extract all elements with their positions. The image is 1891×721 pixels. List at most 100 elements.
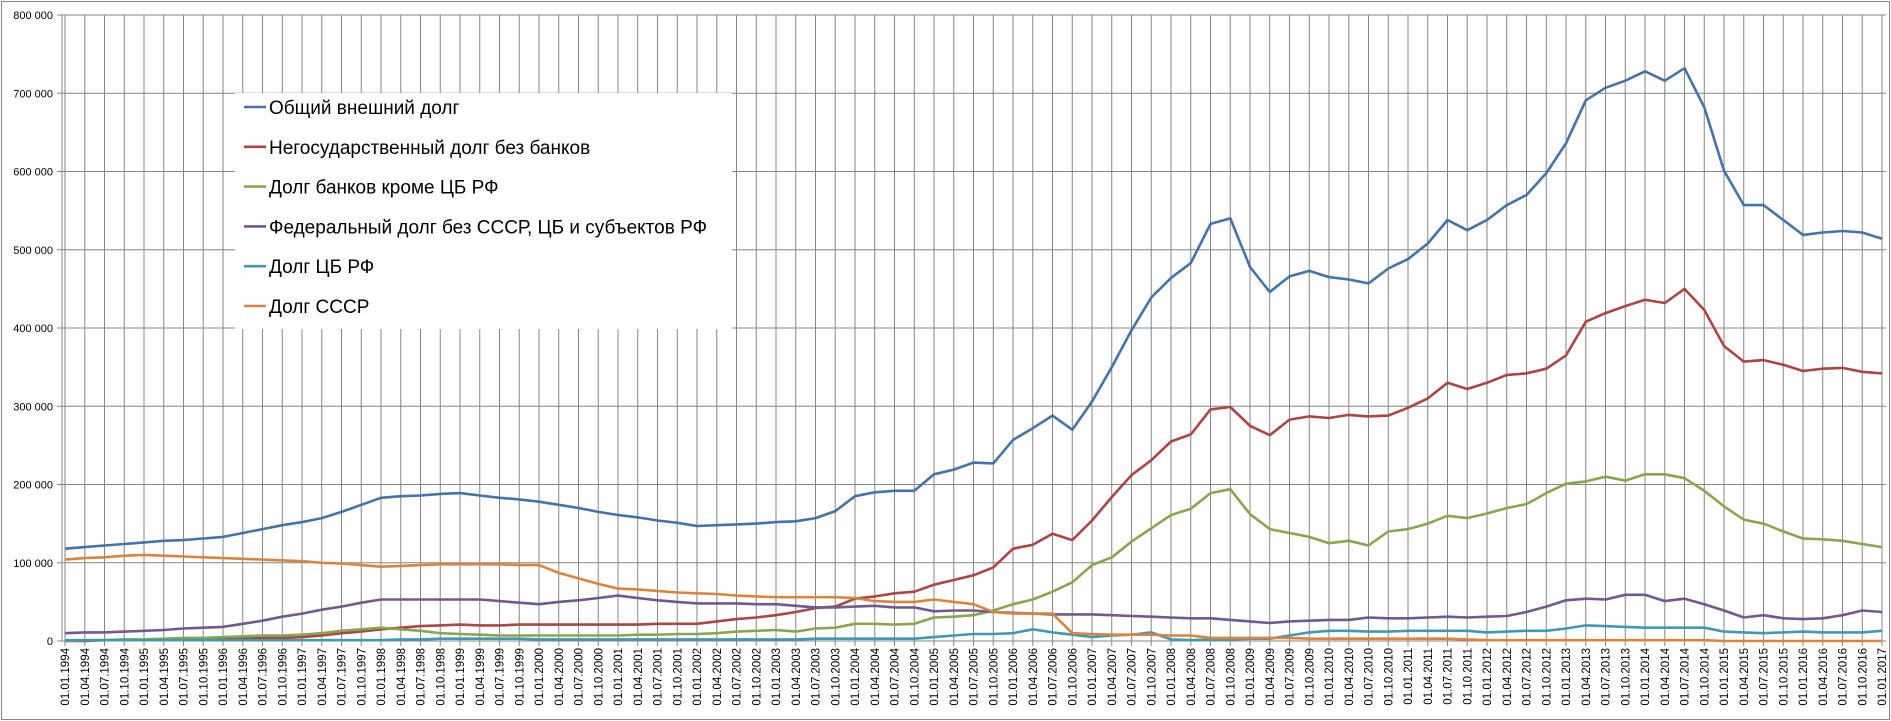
- x-tick-label: 01.07.2016: [1838, 648, 1850, 706]
- x-tick-label: 01.01.1996: [218, 648, 230, 706]
- x-tick-label: 01.07.2000: [574, 648, 586, 706]
- y-tick-label: 600 000: [13, 167, 53, 179]
- x-tick-label: 01.10.2001: [672, 648, 684, 706]
- legend-label: Негосударственный долг без банков: [269, 138, 590, 159]
- x-tick-label: 01.07.2009: [1285, 648, 1297, 706]
- x-tick-label: 01.10.2006: [1067, 648, 1079, 706]
- x-tick-label: 01.10.2004: [909, 647, 921, 705]
- x-tick-label: 01.10.1995: [198, 648, 210, 706]
- y-axis: 0 100 000 200 000 300 000 400 000 500 000 600 …: [13, 10, 63, 648]
- x-tick-label: 01.07.2006: [1048, 648, 1060, 706]
- x-tick-label: 01.04.1998: [396, 648, 408, 706]
- y-tick-label: 300 000: [13, 401, 53, 413]
- x-tick-label: 01.01.1995: [139, 648, 151, 706]
- x-tick-label: 01.04.1999: [475, 648, 487, 706]
- x-tick-label: 01.10.1997: [356, 648, 368, 706]
- x-tick-label: 01.07.2012: [1522, 648, 1534, 706]
- x-tick-label: 01.01.1997: [297, 648, 309, 706]
- series-5: [64, 553, 1883, 643]
- x-tick-label: 01.04.1994: [80, 647, 92, 705]
- legend-item: Общий внешний долг: [244, 98, 460, 119]
- x-tick-label: 01.01.2011: [1403, 648, 1415, 705]
- x-tick-label: 01.07.2003: [811, 648, 823, 706]
- series-2: [64, 472, 1883, 643]
- x-tick-label: 01.01.1994: [60, 647, 72, 705]
- y-tick-label: 200 000: [13, 480, 53, 492]
- series-4: [64, 624, 1883, 642]
- x-tick-label: 01.07.2010: [1364, 648, 1376, 706]
- x-tick-label: 01.01.2012: [1482, 648, 1494, 706]
- x-tick-label: 01.01.2006: [1008, 648, 1020, 706]
- x-tick-label: 01.10.1994: [119, 647, 131, 705]
- y-tick-label: 100 000: [13, 558, 53, 570]
- x-tick-label: 01.01.2003: [771, 648, 783, 706]
- x-tick-label: 01.01.2015: [1719, 648, 1731, 706]
- x-tick-label: 01.04.2010: [1344, 648, 1356, 706]
- x-tick-label: 01.04.2006: [1028, 648, 1040, 706]
- x-tick-label: 01.04.2007: [1107, 648, 1119, 706]
- series-line: [65, 624, 1883, 642]
- x-tick-label: 01.01.2010: [1324, 648, 1336, 706]
- x-tick-label: 01.04.1995: [159, 648, 171, 706]
- legend-label: Долг банков кроме ЦБ РФ: [269, 178, 499, 199]
- x-tick-label: 01.07.2014: [1680, 647, 1692, 705]
- x-tick-label: 01.01.2016: [1798, 648, 1810, 706]
- legend-item: Негосударственный долг без банков: [244, 138, 590, 159]
- x-tick-label: 01.04.2009: [1265, 648, 1277, 706]
- x-tick-label: 01.04.2011: [1423, 648, 1435, 705]
- x-tick-label: 01.07.2008: [1206, 648, 1218, 706]
- x-tick-label: 01.07.1995: [179, 648, 191, 706]
- y-tick-label: 500 000: [13, 245, 53, 257]
- x-tick-label: 01.07.2011: [1443, 648, 1455, 705]
- x-tick-label: 01.04.1996: [238, 648, 250, 706]
- x-tick-label: 01.07.1999: [495, 648, 507, 706]
- x-tick-label: 01.10.2009: [1304, 648, 1316, 706]
- x-tick-label: 01.04.2014: [1660, 647, 1672, 705]
- x-tick-label: 01.10.2003: [830, 648, 842, 706]
- x-tick-label: 01.01.2000: [534, 648, 546, 706]
- x-tick-label: 01.01.2004: [850, 647, 862, 705]
- series-line: [64, 553, 1882, 643]
- x-tick-label: 01.10.2011: [1462, 648, 1474, 705]
- x-tick-label: 01.10.2007: [1146, 648, 1158, 706]
- legend-item: Федеральный долг без СССР, ЦБ и субъекто…: [244, 217, 707, 238]
- series-line: [64, 472, 1883, 643]
- series-line: [64, 593, 1883, 635]
- x-tick-label: 01.01.2013: [1561, 648, 1573, 706]
- x-tick-label: 01.07.2005: [969, 648, 981, 706]
- legend-label: Долг СССР: [269, 297, 369, 318]
- x-tick-label: 01.07.2007: [1127, 648, 1139, 706]
- x-tick-label: 01.10.2002: [751, 648, 763, 706]
- x-tick-label: 01.01.2008: [1166, 648, 1178, 706]
- x-tick-label: 01.04.2004: [870, 647, 882, 705]
- x-tick-label: 01.01.2017: [1877, 648, 1889, 706]
- x-tick-label: 01.07.2001: [653, 648, 665, 706]
- series-line: [64, 66, 1883, 550]
- x-tick-label: 01.10.1999: [514, 648, 526, 706]
- x-tick-label: 01.04.2001: [633, 648, 645, 706]
- y-tick-label: 800 000: [13, 10, 53, 22]
- x-tick-label: 01.10.2015: [1778, 648, 1790, 706]
- legend-item: Долг СССР: [244, 297, 369, 318]
- x-tick-label: 01.04.2015: [1739, 648, 1751, 706]
- x-tick-label: 01.01.2014: [1640, 647, 1652, 705]
- x-tick-label: 01.07.1996: [258, 648, 270, 706]
- x-tick-label: 01.01.1999: [455, 648, 467, 706]
- x-tick-label: 01.04.2013: [1581, 648, 1593, 706]
- x-tick-label: 01.07.2004: [890, 647, 902, 705]
- x-tick-label: 01.01.1998: [376, 648, 388, 706]
- x-tick-label: 01.07.1998: [416, 648, 428, 706]
- x-tick-label: 01.10.2012: [1541, 648, 1553, 706]
- x-tick-label: 01.01.2002: [692, 648, 704, 706]
- x-tick-label: 01.04.2012: [1502, 648, 1514, 706]
- series-line: [65, 287, 1883, 643]
- x-tick-label: 01.01.2001: [613, 648, 625, 706]
- x-tick-label: 01.10.1996: [277, 648, 289, 706]
- legend-label: Долг ЦБ РФ: [269, 257, 374, 278]
- x-tick-label: 01.04.2002: [712, 648, 724, 706]
- x-axis: 01.01.1994 01.04.1994 01.07.1994 01.10.1994…: [60, 647, 1889, 705]
- x-tick-label: 01.10.2013: [1620, 648, 1632, 706]
- x-tick-label: 01.01.2005: [929, 648, 941, 706]
- y-tick-label: 0: [47, 636, 53, 648]
